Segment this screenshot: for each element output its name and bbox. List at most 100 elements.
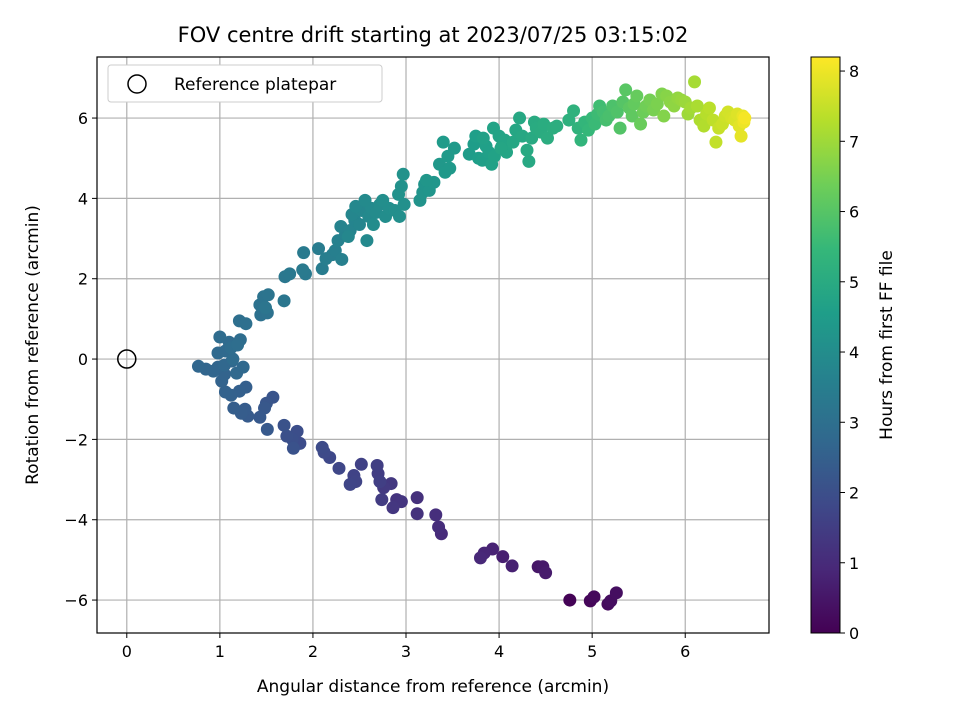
colorbar-tick-label: 1 [849, 554, 859, 573]
data-point [312, 242, 326, 256]
data-point [286, 441, 300, 455]
data-point [540, 131, 554, 145]
y-tick-label: −4 [64, 511, 88, 530]
data-point [253, 410, 267, 424]
data-point [688, 75, 702, 89]
legend: Reference platepar [107, 64, 383, 103]
reference-platepar-marker [117, 349, 137, 369]
data-point [505, 559, 519, 573]
data-point [588, 117, 602, 131]
data-point [443, 161, 457, 175]
data-point [567, 104, 581, 118]
data-point [315, 262, 329, 276]
x-axis-label: Angular distance from reference (arcmin) [257, 677, 609, 697]
data-point [261, 288, 275, 302]
data-point [473, 551, 487, 565]
y-tick-label: −6 [64, 591, 88, 610]
data-point [634, 117, 648, 131]
data-point [587, 590, 601, 604]
data-point [227, 401, 241, 415]
y-tick-label: 4 [78, 189, 88, 208]
y-tick-label: 0 [78, 350, 88, 369]
data-point [376, 193, 390, 207]
data-point [375, 493, 389, 507]
colorbar-tick-label: 5 [849, 273, 859, 292]
data-point [218, 385, 232, 399]
legend-label: Reference platepar [174, 75, 336, 95]
y-tick-label: 6 [78, 109, 88, 128]
y-tick-label: 2 [78, 270, 88, 289]
data-point [550, 119, 564, 133]
data-point [296, 263, 310, 277]
data-point [358, 193, 372, 207]
scatter-points [191, 75, 752, 611]
data-point [370, 459, 384, 473]
data-point [613, 121, 627, 135]
data-point [410, 491, 424, 505]
data-point [734, 129, 748, 143]
chart-title: FOV centre drift starting at 2023/07/25 … [178, 23, 689, 47]
colorbar: 0 1 2 3 4 5 6 7 8 Hours from first FF file [810, 56, 897, 643]
data-point [657, 109, 671, 123]
data-point [496, 550, 510, 564]
colorbar-tick-label: 6 [849, 203, 859, 222]
data-point [341, 230, 355, 244]
x-axis-ticks: 0 1 2 3 4 5 6 [122, 633, 690, 661]
data-point [697, 119, 711, 133]
y-axis-label: Rotation from reference (arcmin) [23, 205, 43, 485]
plot-area [97, 57, 769, 633]
data-point [436, 135, 450, 149]
data-point [280, 429, 294, 443]
data-point [609, 586, 623, 600]
data-point [690, 99, 704, 113]
data-point [494, 141, 508, 155]
x-tick-label: 3 [401, 642, 411, 661]
data-point [277, 418, 291, 432]
data-point [352, 217, 366, 231]
data-point [520, 143, 534, 157]
data-point [226, 352, 240, 366]
data-point [619, 83, 633, 97]
colorbar-tick-label: 4 [849, 343, 859, 362]
data-point [432, 520, 446, 534]
data-point [349, 199, 363, 213]
data-point [522, 154, 536, 168]
data-point [236, 360, 250, 374]
x-tick-label: 2 [308, 642, 318, 661]
colorbar-tick-label: 8 [849, 62, 859, 81]
y-axis-ticks: −6 −4 −2 0 2 4 6 [64, 109, 97, 610]
colorbar-tick-label: 3 [849, 413, 859, 432]
grid-lines [97, 57, 769, 633]
x-tick-label: 4 [494, 642, 504, 661]
data-point [191, 359, 205, 373]
data-point [315, 440, 329, 454]
legend-box [107, 64, 383, 103]
data-point [354, 457, 368, 471]
data-point [258, 301, 272, 315]
x-tick-label: 5 [587, 642, 597, 661]
data-point [709, 135, 723, 149]
data-point [360, 234, 374, 248]
data-point [419, 173, 433, 187]
colorbar-tick-label: 2 [849, 484, 859, 503]
plot-frame [96, 56, 770, 634]
data-point [574, 133, 588, 147]
data-point [283, 267, 297, 281]
data-point [625, 109, 639, 123]
data-point [392, 209, 406, 223]
colorbar-tick-label: 0 [849, 624, 859, 643]
data-point [231, 338, 245, 352]
colorbar-tick-label: 7 [849, 132, 859, 151]
data-point [513, 111, 527, 125]
data-point [506, 135, 520, 149]
data-point [441, 149, 455, 163]
data-point [410, 507, 424, 521]
data-point [394, 179, 408, 193]
legend-reference-marker [127, 74, 147, 94]
data-point [260, 422, 274, 436]
colorbar-ticks: 0 1 2 3 4 5 6 7 8 [840, 62, 859, 643]
data-point [610, 105, 624, 119]
data-point [366, 217, 380, 231]
data-point [738, 111, 752, 125]
